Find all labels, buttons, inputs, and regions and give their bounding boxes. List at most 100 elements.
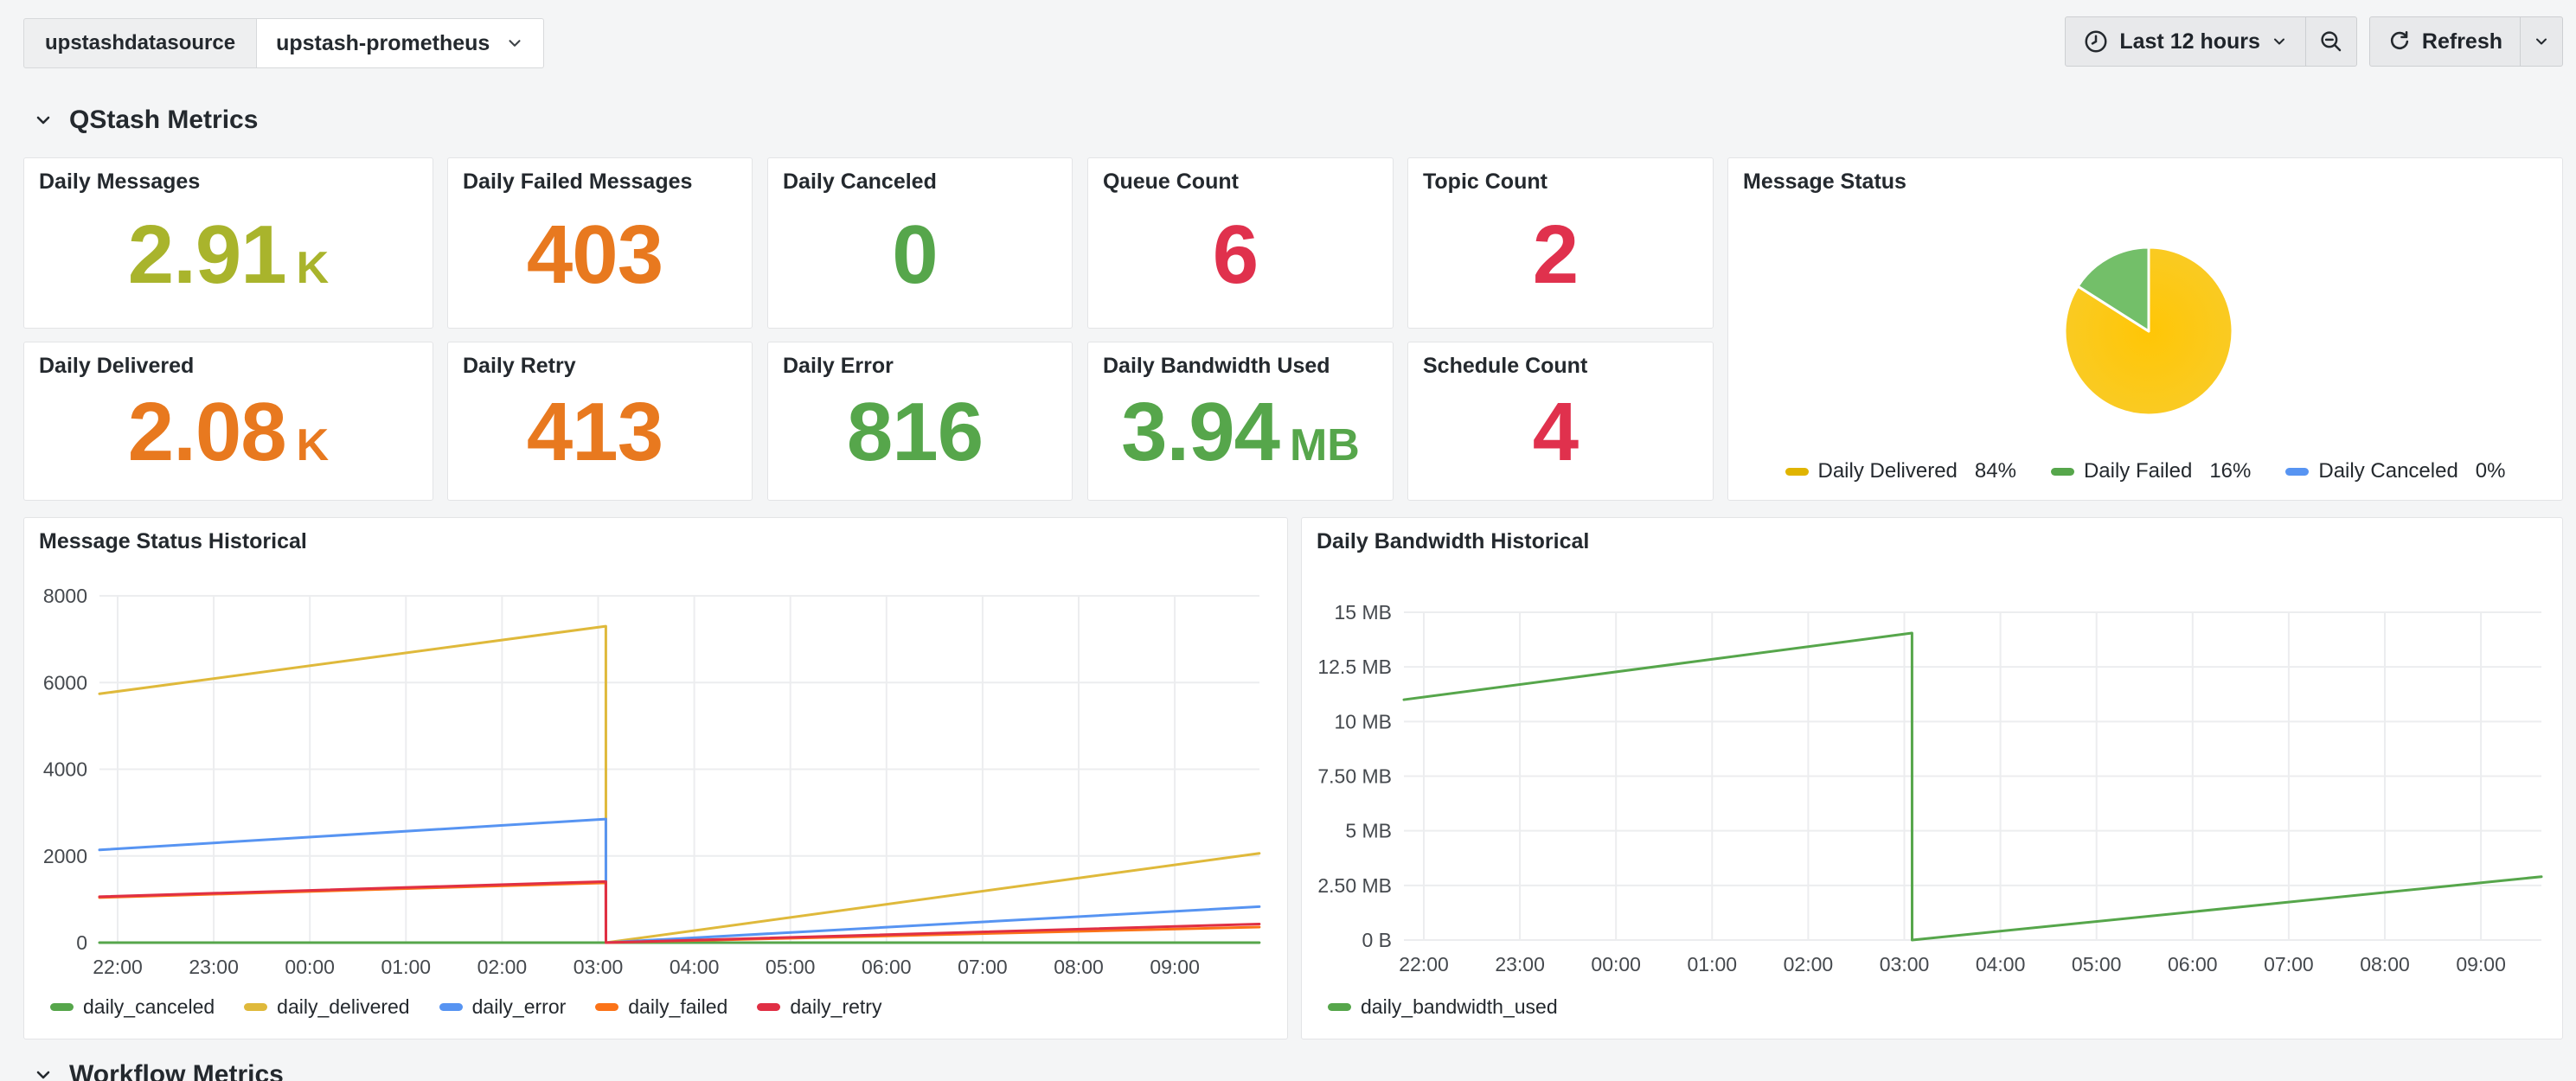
- svg-text:01:00: 01:00: [381, 956, 432, 978]
- chevron-down-icon: [33, 110, 54, 131]
- legend-label: daily_bandwidth_used: [1361, 995, 1558, 1018]
- panel-daily-retry: Daily Retry 413: [447, 342, 753, 501]
- svg-text:01:00: 01:00: [1688, 953, 1738, 975]
- panel-schedule-count: Schedule Count 4: [1407, 342, 1714, 501]
- stat-value: 2.91 K: [127, 208, 330, 301]
- legend-marker: [2285, 467, 2310, 476]
- pie-chart: [2063, 246, 2234, 417]
- panel-queue-count: Queue Count 6: [1087, 157, 1394, 329]
- panel-daily-messages: Daily Messages 2.91 K: [23, 157, 433, 329]
- section-workflow[interactable]: Workflow Metrics: [33, 1060, 284, 1081]
- panel-daily-delivered: Daily Delivered 2.08 K: [23, 342, 433, 501]
- legend-item[interactable]: daily_retry: [757, 995, 881, 1019]
- legend-marker: [1328, 1003, 1351, 1011]
- datasource-variable-label: upstashdatasource: [23, 18, 258, 68]
- legend-item[interactable]: Daily Failed 16%: [2050, 459, 2251, 483]
- svg-text:6000: 6000: [43, 671, 87, 694]
- timeseries-chart: 0 2000 4000 6000 8000 22:00 23:00 00:00 01:00 02:…: [43, 585, 1261, 978]
- panel-title: Daily Retry: [463, 354, 576, 378]
- refresh-label: Refresh: [2421, 29, 2502, 54]
- datasource-variable: upstashdatasource upstash-prometheus: [23, 18, 545, 68]
- clock-icon: [2083, 29, 2109, 54]
- svg-text:02:00: 02:00: [477, 956, 528, 978]
- legend-item[interactable]: daily_delivered: [244, 995, 410, 1019]
- svg-text:06:00: 06:00: [2168, 953, 2218, 975]
- refresh-button[interactable]: Refresh: [2368, 16, 2521, 67]
- datasource-select[interactable]: upstash-prometheus: [257, 18, 545, 68]
- refresh-interval-button[interactable]: [2520, 16, 2563, 67]
- svg-text:12.5 MB: 12.5 MB: [1317, 656, 1392, 678]
- legend-item[interactable]: daily_failed: [595, 995, 727, 1019]
- time-range-label: Last 12 hours: [2119, 29, 2260, 54]
- panel-title: Daily Bandwidth Historical: [1317, 529, 1590, 553]
- svg-text:08:00: 08:00: [2360, 953, 2410, 975]
- legend-label: daily_delivered: [277, 995, 410, 1018]
- chevron-down-icon: [505, 34, 524, 53]
- chart-legend: daily_canceled daily_delivered daily_error…: [50, 995, 881, 1019]
- svg-text:22:00: 22:00: [1399, 953, 1449, 975]
- svg-text:04:00: 04:00: [670, 956, 720, 978]
- svg-text:0 B: 0 B: [1362, 929, 1392, 951]
- chevron-down-icon: [2533, 33, 2550, 50]
- section-title: QStash Metrics: [69, 106, 259, 134]
- legend-item[interactable]: daily_canceled: [50, 995, 215, 1019]
- panel-title: Daily Failed Messages: [463, 170, 693, 194]
- svg-text:15 MB: 15 MB: [1335, 601, 1392, 624]
- svg-text:10 MB: 10 MB: [1335, 710, 1392, 732]
- svg-text:02:00: 02:00: [1784, 953, 1834, 975]
- time-range-button[interactable]: Last 12 hours: [2065, 16, 2306, 67]
- stat-value: 413: [526, 385, 663, 478]
- svg-text:08:00: 08:00: [1054, 956, 1104, 978]
- panel-daily-canceled: Daily Canceled 0: [767, 157, 1073, 329]
- legend-percent: 0%: [2475, 459, 2506, 483]
- svg-text:07:00: 07:00: [2264, 953, 2314, 975]
- stat-value: 816: [846, 385, 984, 478]
- series-line: [98, 880, 1261, 944]
- panel-title: Topic Count: [1423, 170, 1548, 194]
- legend-item[interactable]: daily_bandwidth_used: [1328, 995, 1558, 1019]
- legend-label: Daily Canceled: [2318, 459, 2458, 483]
- svg-text:0: 0: [76, 931, 87, 954]
- legend-percent: 84%: [1974, 459, 2016, 483]
- legend-label: Daily Failed: [2083, 459, 2193, 483]
- stat-value: 0: [892, 208, 938, 301]
- panel-title: Message Status Historical: [39, 529, 307, 553]
- pie-slice[interactable]: [2076, 246, 2150, 333]
- zoom-out-button[interactable]: [2304, 16, 2357, 67]
- timeseries-chart: 0 B 2.50 MB 5 MB 7.50 MB 10 MB 12.5 MB 15 MB 22…: [1317, 601, 2543, 975]
- stat-value: 2: [1532, 208, 1579, 301]
- panel-title: Daily Messages: [39, 170, 201, 194]
- pie-slice[interactable]: [2063, 246, 2234, 417]
- panel-message-status: Message Status Daily Delivered 84% Daily F…: [1727, 157, 2563, 501]
- section-title: Workflow Metrics: [69, 1060, 284, 1081]
- chevron-down-icon: [33, 1065, 54, 1081]
- svg-text:03:00: 03:00: [574, 956, 624, 978]
- legend-item[interactable]: Daily Delivered 84%: [1785, 459, 2016, 483]
- chart-legend: daily_bandwidth_used: [1328, 995, 1558, 1019]
- legend-marker: [757, 1003, 781, 1011]
- panel-message-status-historical: Message Status Historical 0 2000 4000 6000 8…: [23, 517, 1288, 1039]
- panel-title: Daily Canceled: [783, 170, 937, 194]
- svg-text:00:00: 00:00: [285, 956, 335, 978]
- panel-title: Message Status: [1743, 170, 1906, 194]
- svg-text:00:00: 00:00: [1591, 953, 1641, 975]
- time-range-group: Last 12 hours: [2065, 16, 2357, 67]
- legend-label: daily_error: [471, 995, 567, 1018]
- stat-value: 2.08 K: [127, 385, 330, 478]
- svg-text:04:00: 04:00: [1976, 953, 2026, 975]
- legend-item[interactable]: Daily Canceled 0%: [2285, 459, 2505, 483]
- svg-text:07:00: 07:00: [958, 956, 1008, 978]
- svg-text:06:00: 06:00: [862, 956, 912, 978]
- svg-text:23:00: 23:00: [1495, 953, 1545, 975]
- legend-label: daily_retry: [790, 995, 882, 1018]
- chevron-down-icon: [2271, 33, 2288, 50]
- panel-title: Daily Bandwidth Used: [1103, 354, 1330, 378]
- legend-item[interactable]: daily_error: [439, 995, 567, 1019]
- stat-value: 4: [1532, 385, 1579, 478]
- stat-value: 6: [1212, 208, 1259, 301]
- legend-marker: [439, 1003, 463, 1011]
- svg-text:4000: 4000: [43, 758, 87, 781]
- series-line: [98, 624, 1261, 944]
- section-qstash[interactable]: QStash Metrics: [33, 106, 258, 135]
